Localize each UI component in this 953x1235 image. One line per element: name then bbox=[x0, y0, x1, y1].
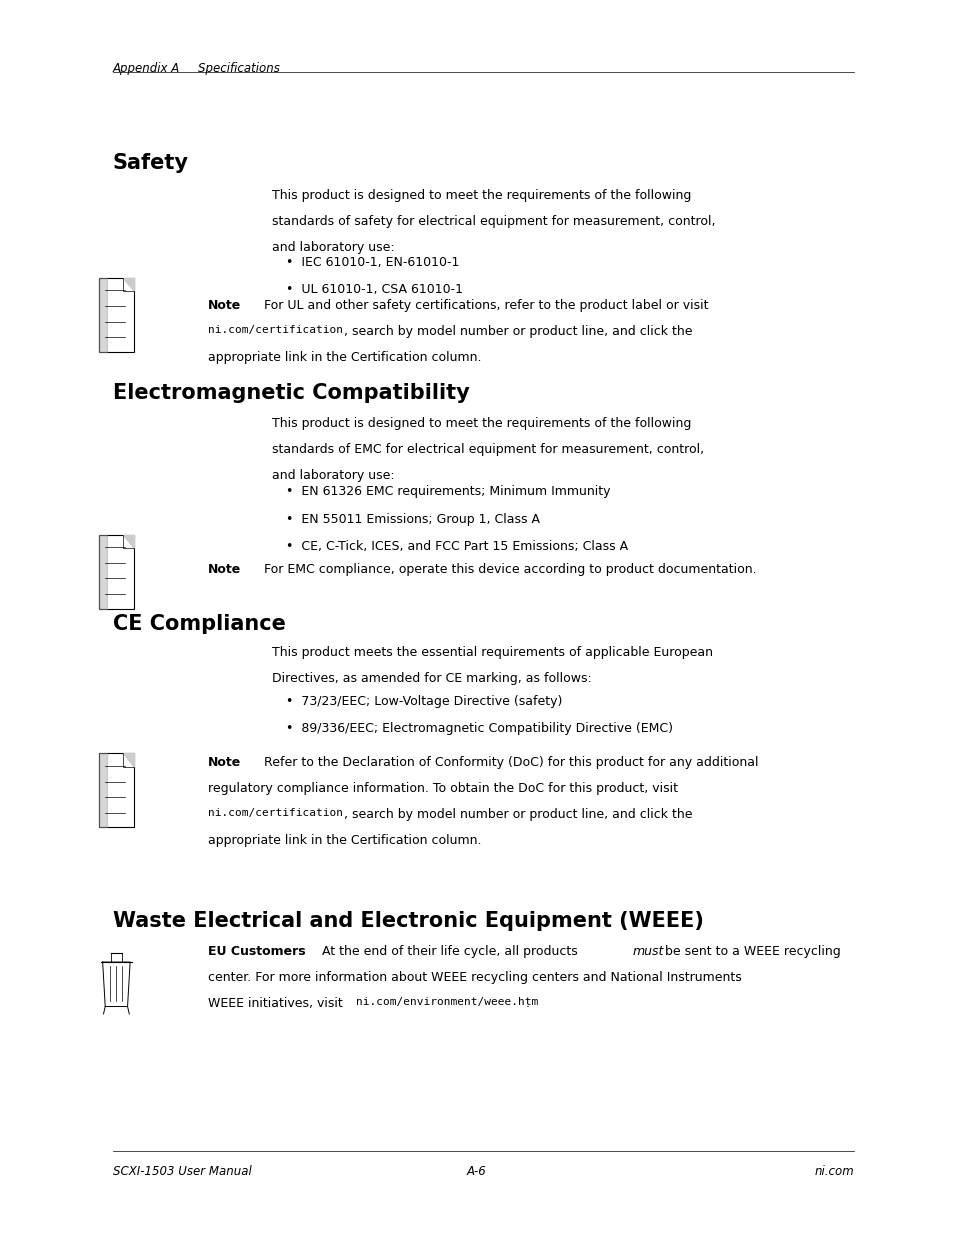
Text: , search by model number or product line, and click the: , search by model number or product line… bbox=[344, 808, 692, 821]
Text: EU Customers: EU Customers bbox=[208, 945, 305, 958]
Text: For EMC compliance, operate this device according to product documentation.: For EMC compliance, operate this device … bbox=[255, 563, 756, 577]
Text: appropriate link in the Certification column.: appropriate link in the Certification co… bbox=[208, 351, 481, 364]
Text: ni.com/certification: ni.com/certification bbox=[208, 808, 343, 818]
Bar bbox=[99, 535, 133, 609]
Text: WEEE initiatives, visit: WEEE initiatives, visit bbox=[208, 997, 346, 1010]
Text: At the end of their life cycle, all products: At the end of their life cycle, all prod… bbox=[306, 945, 581, 958]
Text: This product meets the essential requirements of applicable European: This product meets the essential require… bbox=[272, 646, 712, 659]
Polygon shape bbox=[123, 753, 133, 767]
Text: •  89/336/EEC; Electromagnetic Compatibility Directive (EMC): • 89/336/EEC; Electromagnetic Compatibil… bbox=[286, 722, 673, 736]
Polygon shape bbox=[103, 962, 130, 1007]
Text: , search by model number or product line, and click the: , search by model number or product line… bbox=[344, 325, 692, 338]
Text: Directives, as amended for CE marking, as follows:: Directives, as amended for CE marking, a… bbox=[272, 672, 591, 685]
Text: Safety: Safety bbox=[112, 153, 189, 173]
Text: Note: Note bbox=[208, 756, 241, 769]
Text: center. For more information about WEEE recycling centers and National Instrumen: center. For more information about WEEE … bbox=[208, 971, 740, 984]
Text: and laboratory use:: and laboratory use: bbox=[272, 469, 395, 483]
Text: Waste Electrical and Electronic Equipment (WEEE): Waste Electrical and Electronic Equipmen… bbox=[112, 911, 702, 931]
Text: standards of EMC for electrical equipment for measurement, control,: standards of EMC for electrical equipmen… bbox=[272, 443, 703, 457]
Text: appropriate link in the Certification column.: appropriate link in the Certification co… bbox=[208, 834, 481, 847]
Text: This product is designed to meet the requirements of the following: This product is designed to meet the req… bbox=[272, 417, 691, 431]
Text: ni.com: ni.com bbox=[813, 1165, 853, 1178]
Text: For UL and other safety certifications, refer to the product label or visit: For UL and other safety certifications, … bbox=[255, 299, 707, 312]
Text: •  EN 55011 Emissions; Group 1, Class A: • EN 55011 Emissions; Group 1, Class A bbox=[286, 513, 539, 526]
Text: standards of safety for electrical equipment for measurement, control,: standards of safety for electrical equip… bbox=[272, 215, 715, 228]
Text: and laboratory use:: and laboratory use: bbox=[272, 241, 395, 254]
Text: be sent to a WEEE recycling: be sent to a WEEE recycling bbox=[660, 945, 840, 958]
Polygon shape bbox=[99, 535, 107, 609]
Text: Appendix A     Specifications: Appendix A Specifications bbox=[112, 62, 280, 75]
Text: .: . bbox=[525, 997, 529, 1010]
Text: •  IEC 61010-1, EN-61010-1: • IEC 61010-1, EN-61010-1 bbox=[286, 256, 459, 269]
Text: SCXI-1503 User Manual: SCXI-1503 User Manual bbox=[112, 1165, 251, 1178]
Text: •  73/23/EEC; Low-Voltage Directive (safety): • 73/23/EEC; Low-Voltage Directive (safe… bbox=[286, 695, 562, 709]
Text: This product is designed to meet the requirements of the following: This product is designed to meet the req… bbox=[272, 189, 691, 203]
Bar bbox=[99, 278, 133, 352]
Text: regulatory compliance information. To obtain the DoC for this product, visit: regulatory compliance information. To ob… bbox=[208, 782, 678, 795]
Text: Note: Note bbox=[208, 563, 241, 577]
Text: •  UL 61010-1, CSA 61010-1: • UL 61010-1, CSA 61010-1 bbox=[286, 283, 463, 296]
Text: A-6: A-6 bbox=[467, 1165, 486, 1178]
Text: must: must bbox=[632, 945, 663, 958]
Text: Electromagnetic Compatibility: Electromagnetic Compatibility bbox=[112, 383, 469, 403]
Text: ni.com/certification: ni.com/certification bbox=[208, 325, 343, 335]
Polygon shape bbox=[99, 753, 107, 827]
Text: CE Compliance: CE Compliance bbox=[112, 614, 285, 634]
Text: Note: Note bbox=[208, 299, 241, 312]
Bar bbox=[99, 753, 133, 827]
Text: ni.com/environment/weee.htm: ni.com/environment/weee.htm bbox=[355, 997, 537, 1007]
Polygon shape bbox=[123, 535, 133, 548]
Text: •  CE, C-Tick, ICES, and FCC Part 15 Emissions; Class A: • CE, C-Tick, ICES, and FCC Part 15 Emis… bbox=[286, 540, 628, 553]
Polygon shape bbox=[123, 278, 133, 291]
Polygon shape bbox=[99, 278, 107, 352]
Text: Refer to the Declaration of Conformity (DoC) for this product for any additional: Refer to the Declaration of Conformity (… bbox=[255, 756, 758, 769]
Text: •  EN 61326 EMC requirements; Minimum Immunity: • EN 61326 EMC requirements; Minimum Imm… bbox=[286, 485, 610, 499]
